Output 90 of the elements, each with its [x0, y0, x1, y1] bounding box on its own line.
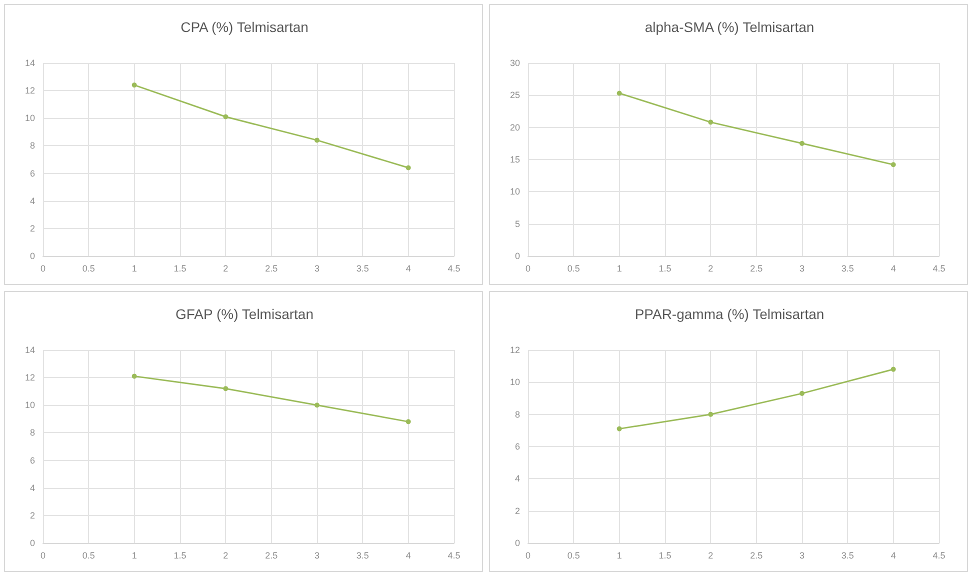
x-tick-label: 2.5 [265, 550, 278, 560]
y-tick-label: 10 [24, 113, 35, 124]
point [890, 162, 896, 168]
chart-title: PPAR-gamma (%) Telmisartan [634, 306, 824, 322]
point [223, 386, 228, 392]
point [132, 374, 137, 379]
x-tick-label: 4.5 [932, 264, 946, 274]
y-tick-label: 14 [24, 345, 35, 355]
y-tick-label: 2 [514, 506, 520, 516]
x-tick-label: 1 [132, 550, 137, 560]
y-tick-label: 12 [510, 345, 520, 355]
point [616, 90, 622, 96]
y-tick-label: 10 [510, 186, 520, 197]
y-tick-label: 0 [30, 538, 35, 548]
y-tick-label: 4 [30, 196, 35, 206]
y-tick-label: 5 [514, 218, 520, 229]
x-tick-label: 3.5 [356, 264, 369, 274]
x-tick-label: 4 [406, 264, 411, 274]
x-tick-label: 1 [616, 264, 622, 274]
y-tick-label: 0 [514, 251, 520, 261]
x-tick-label: 4.5 [448, 550, 460, 560]
x-tick-label: 1.5 [658, 264, 672, 274]
x-tick-label: 1 [132, 264, 137, 274]
x-tick-label: 0 [525, 264, 531, 274]
point [223, 114, 228, 120]
x-tick-label: 3.5 [841, 550, 854, 560]
y-tick-label: 20 [510, 122, 520, 132]
point [314, 402, 320, 408]
point [708, 412, 714, 417]
x-tick-label: 2 [223, 550, 228, 560]
y-tick-label: 8 [514, 409, 520, 420]
y-tick-label: 4 [514, 474, 520, 484]
x-tick-label: 3.5 [841, 264, 854, 274]
x-tick-label: 3 [314, 550, 320, 560]
point [406, 165, 411, 170]
point [890, 366, 896, 372]
x-tick-label: 2 [708, 550, 714, 560]
point [800, 140, 804, 146]
point [708, 120, 714, 125]
x-tick-label: 2 [223, 264, 228, 274]
point [132, 82, 137, 88]
y-tick-label: 0 [30, 251, 35, 261]
x-tick-label: 2 [708, 264, 714, 274]
x-tick-label: 1.5 [174, 550, 186, 560]
x-tick-label: 4 [406, 550, 411, 560]
y-tick-label: 2 [30, 223, 35, 234]
y-tick-label: 10 [24, 400, 35, 410]
x-tick-label: 2.5 [750, 264, 763, 274]
x-tick-label: 3 [799, 264, 805, 274]
x-tick-label: 0.5 [82, 264, 95, 274]
chart-title: GFAP (%) Telmisartan [176, 306, 314, 322]
x-tick-label: 1.5 [658, 550, 672, 560]
y-tick-label: 6 [30, 455, 35, 466]
x-tick-label: 0.5 [567, 264, 580, 274]
x-tick-label: 1 [616, 550, 622, 560]
point [314, 138, 320, 143]
y-tick-label: 8 [30, 140, 35, 151]
x-tick-label: 1.5 [174, 264, 186, 274]
y-tick-label: 4 [30, 482, 35, 493]
y-tick-label: 14 [24, 58, 35, 68]
x-tick-label: 0 [525, 550, 531, 560]
chart-title: CPA (%) Telmisartan [180, 19, 308, 35]
chart-title: alpha-SMA (%) Telmisartan [644, 19, 814, 35]
y-tick-label: 8 [30, 428, 35, 438]
x-tick-label: 0.5 [82, 550, 95, 560]
x-tick-label: 3 [799, 550, 805, 560]
y-tick-label: 12 [24, 86, 35, 96]
y-tick-label: 30 [510, 58, 520, 68]
x-tick-label: 4.5 [932, 550, 946, 560]
x-tick-label: 3.5 [356, 550, 369, 560]
x-tick-label: 2.5 [265, 264, 278, 274]
x-tick-label: 3 [314, 264, 320, 274]
x-tick-label: 0 [40, 550, 46, 560]
y-tick-label: 25 [510, 90, 520, 100]
point [406, 419, 411, 424]
point [616, 426, 622, 432]
x-tick-label: 2.5 [750, 550, 763, 560]
x-tick-label: 0.5 [567, 550, 580, 560]
point [800, 390, 804, 396]
x-tick-label: 4 [890, 264, 896, 274]
y-tick-label: 15 [510, 154, 520, 164]
y-tick-label: 6 [30, 168, 35, 178]
y-tick-label: 12 [24, 372, 35, 383]
y-tick-label: 0 [514, 538, 520, 548]
y-tick-label: 2 [30, 510, 35, 520]
x-tick-label: 4.5 [448, 264, 460, 274]
x-tick-label: 0 [40, 264, 46, 274]
x-tick-label: 4 [890, 550, 896, 560]
y-tick-label: 6 [514, 442, 520, 452]
y-tick-label: 10 [510, 377, 520, 388]
